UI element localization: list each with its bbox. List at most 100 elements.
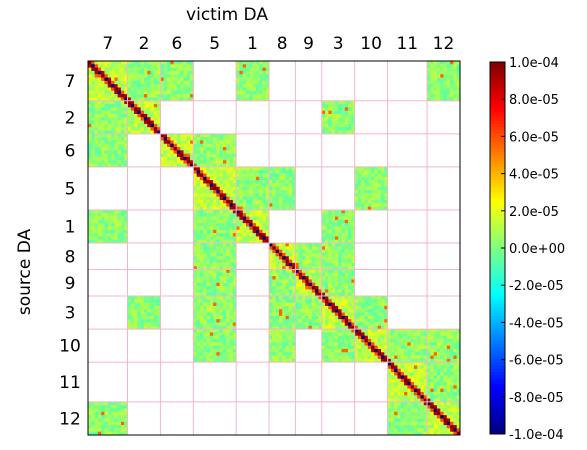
heatmap-cell	[423, 358, 428, 363]
heatmap-cell	[348, 213, 352, 217]
heatmap-cell	[288, 200, 293, 204]
heatmap-cell	[397, 362, 402, 366]
heatmap-cell	[120, 415, 125, 419]
heatmap-cell	[196, 219, 201, 224]
heatmap-cell	[150, 322, 155, 327]
heatmap-cell	[101, 229, 105, 234]
heatmap-cell	[384, 332, 388, 337]
heatmap-cell	[311, 305, 316, 310]
heatmap-cell	[147, 120, 151, 125]
heatmap-cell	[114, 415, 118, 419]
heatmap-cell	[209, 163, 214, 168]
heatmap-cell	[423, 348, 428, 353]
heatmap-cell	[325, 239, 329, 244]
heatmap-block-9-8	[269, 269, 296, 297]
heatmap-cell	[232, 256, 237, 260]
heatmap-cell	[354, 176, 359, 181]
heatmap-cell	[404, 342, 408, 346]
heatmap-cell	[101, 431, 105, 436]
heatmap-cell	[400, 398, 405, 403]
colorbar-segment	[490, 350, 505, 354]
heatmap-cell	[222, 256, 227, 260]
heatmap-cell	[351, 259, 355, 264]
heatmap-cell	[292, 279, 296, 284]
heatmap-cell	[298, 315, 303, 320]
heatmap-cell	[351, 216, 355, 221]
heatmap-block-10-12	[427, 329, 461, 363]
heatmap-cell	[344, 107, 349, 111]
heatmap-cell	[193, 352, 197, 356]
heatmap-cell	[387, 375, 392, 380]
heatmap-cell	[199, 160, 204, 164]
heatmap-cell	[226, 249, 230, 254]
heatmap-cell	[400, 352, 405, 356]
heatmap-cell	[206, 302, 211, 307]
heatmap-cell	[213, 246, 217, 251]
heatmap-cell	[440, 421, 444, 426]
heatmap-cell	[417, 401, 421, 406]
heatmap-cell	[450, 84, 454, 88]
heatmap-cell	[348, 342, 352, 346]
heatmap-cell	[213, 256, 217, 260]
heatmap-cell	[101, 140, 105, 145]
heatmap-cell	[275, 203, 280, 207]
heatmap-cell	[423, 405, 428, 409]
heatmap-cell	[328, 239, 332, 244]
heatmap-cell	[222, 163, 227, 168]
heatmap-cell	[203, 219, 207, 224]
heatmap-cell	[344, 325, 349, 330]
heatmap-cell	[436, 425, 441, 429]
heatmap-cell	[97, 123, 102, 128]
heatmap-cell	[222, 223, 227, 227]
heatmap-cell	[167, 143, 171, 148]
heatmap-cell	[446, 339, 451, 343]
heatmap-cell	[196, 180, 201, 184]
heatmap-cell	[456, 90, 461, 95]
heatmap-cell	[91, 80, 95, 85]
heatmap-cell	[436, 355, 441, 360]
heatmap-cell	[417, 355, 421, 360]
heatmap-cell	[219, 223, 224, 227]
heatmap-cell	[97, 223, 102, 227]
heatmap-cell	[173, 147, 178, 151]
heatmap-cell	[216, 322, 221, 327]
heatmap-cell	[196, 282, 201, 287]
heatmap-cell	[351, 269, 355, 274]
heatmap-cell	[104, 163, 109, 168]
heatmap-cell	[242, 216, 247, 221]
heatmap-cell	[380, 345, 385, 350]
heatmap-cell	[111, 94, 115, 98]
heatmap-cell	[94, 156, 99, 161]
heatmap-cell	[311, 243, 316, 247]
heatmap-cell	[450, 97, 454, 102]
heatmap-cell	[206, 286, 211, 290]
heatmap-cell	[357, 200, 362, 204]
x-tick-label: 12	[433, 34, 455, 54]
heatmap-cell	[364, 166, 369, 171]
heatmap-cell	[387, 388, 392, 393]
heatmap-cell	[292, 203, 296, 207]
heatmap-cell	[364, 352, 369, 356]
heatmap-cell	[88, 425, 92, 429]
heatmap-cell	[120, 123, 125, 128]
heatmap-cell	[262, 74, 267, 78]
heatmap-cell	[367, 170, 372, 174]
heatmap-cell	[232, 345, 237, 350]
heatmap-cell	[216, 269, 221, 274]
heatmap-cell	[209, 209, 214, 214]
heatmap-cell	[443, 352, 448, 356]
heatmap-cell	[357, 180, 362, 184]
colorbar-tick-label: 2.0e-05	[509, 205, 559, 220]
heatmap-cell	[331, 286, 336, 290]
heatmap-cell	[262, 61, 267, 65]
heatmap-cell	[440, 428, 444, 433]
heatmap-cell	[167, 90, 171, 95]
heatmap-cell	[331, 269, 336, 274]
heatmap-cell	[344, 352, 349, 356]
heatmap-cell	[275, 276, 280, 280]
heatmap-cell	[338, 219, 342, 224]
heatmap-cell	[292, 339, 296, 343]
heatmap-cell	[456, 368, 461, 373]
heatmap-cell	[236, 219, 240, 224]
heatmap-cell	[130, 110, 135, 115]
